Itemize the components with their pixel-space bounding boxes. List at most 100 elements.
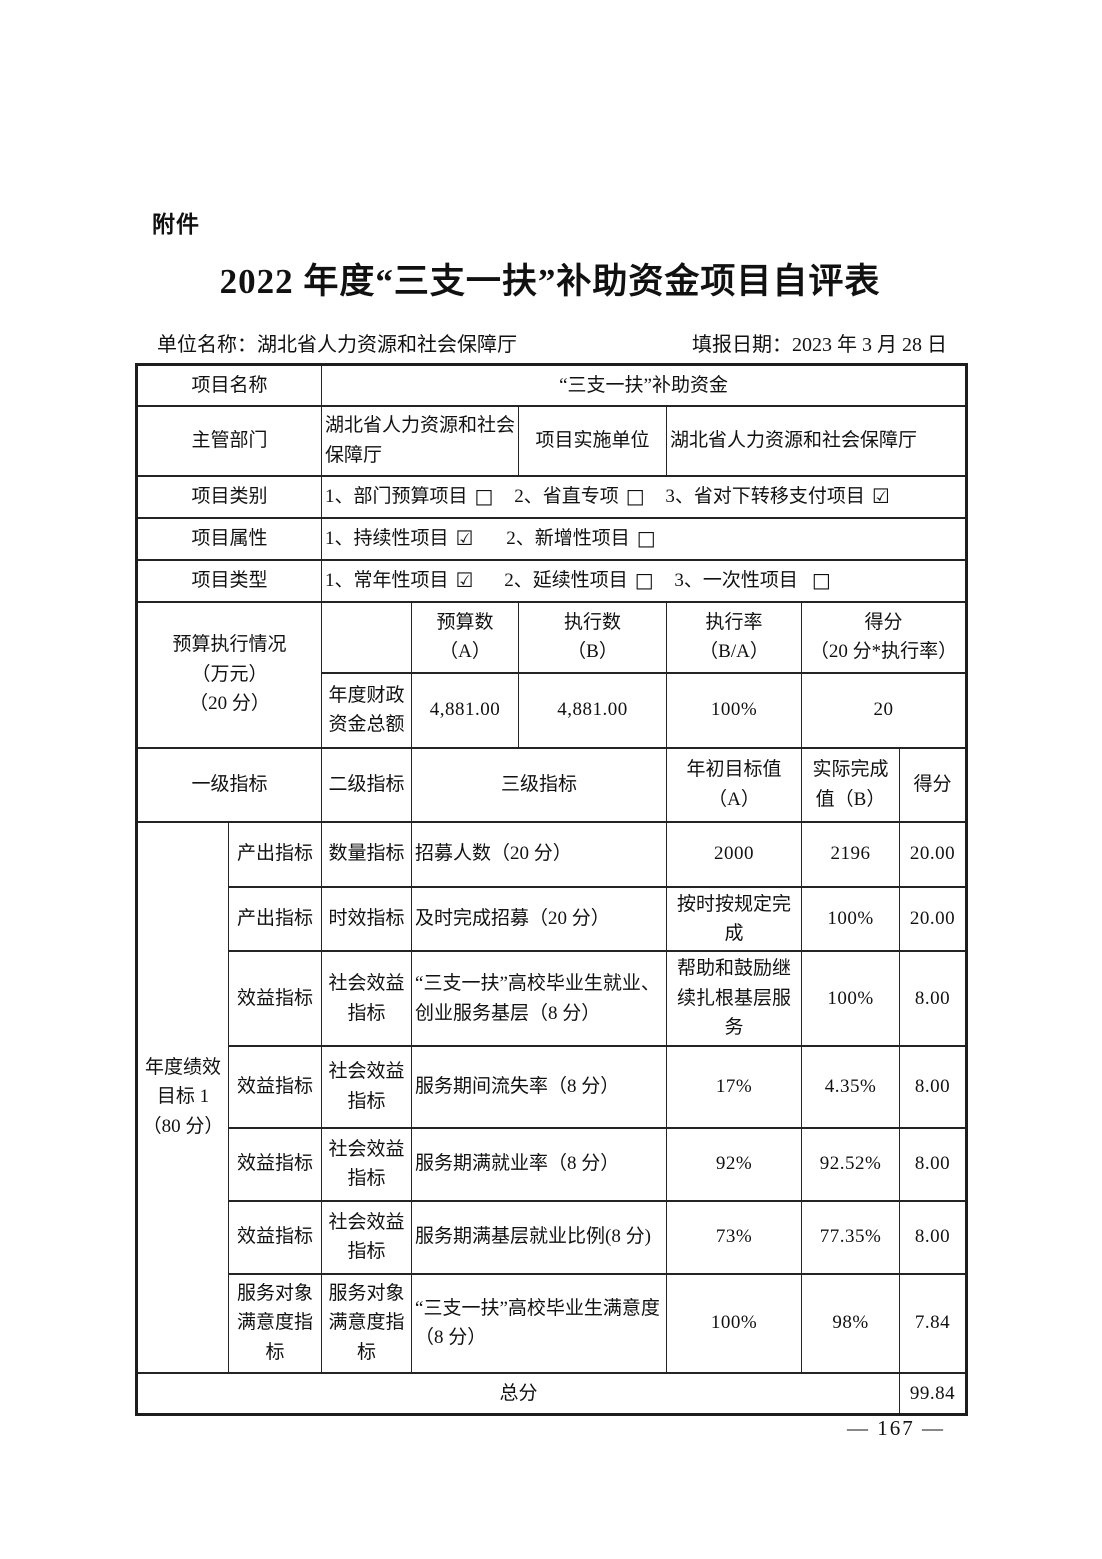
table-row: 预算执行情况 （万元） （20 分） 预算数 （A） 执行数 （B） 执行率 （… [135,600,968,749]
actual-cell: 77.35% [801,1199,901,1275]
self-evaluation-table: 项目名称 “三支一扶”补助资金 主管部门 湖北省人力资源和社会保障厅 项目实施单… [135,363,969,1417]
actual-cell: 2196 [801,820,901,888]
project-name-label: 项目名称 [135,363,323,407]
level2-header: 二级指标 [321,746,413,823]
option-text: 2、延续性项目 [504,570,628,591]
option-text: 3、省对下转移支付项目 [665,486,865,507]
level2-cell: 社会效益 指标 [321,950,413,1047]
table-row: 项目名称 “三支一扶”补助资金 [135,363,968,407]
score-cell: 20.00 [899,820,968,888]
checkbox-checked-icon: ☑ [455,526,474,550]
option-text: 2、新增性项目 [506,528,630,549]
level2-cell: 服务对象 满意度指 标 [321,1272,413,1374]
attachment-label: 附件 [152,211,200,237]
total-label: 总分 [135,1371,901,1416]
table-row: 效益指标 社会效益 指标 “三支一扶”高校毕业生就业、创业服务基层（8 分） 帮… [137,950,968,1047]
type-option: 2、延续性项目 □ [504,568,654,592]
annual-goal-group-label: 年度绩效 目标 1 （80 分） [136,820,229,1374]
level2-cell: 时效指标 [321,885,413,953]
level3-cell: 服务期满基层就业比例(8 分) [411,1199,668,1275]
level3-cell: “三支一扶”高校毕业生满意度（8 分） [411,1272,668,1374]
budget-blank-cell [321,600,413,674]
level3-header: 三级指标 [411,746,668,823]
table-row: 服务对象 满意度指 标 服务对象 满意度指 标 “三支一扶”高校毕业生满意度（8… [137,1272,968,1374]
attribute-options: 1、持续性项目 ☑ 2、新增性项目 □ [321,516,968,561]
exec-amount-value: 4,881.00 [518,671,668,749]
table-row: 主管部门 湖北省人力资源和社会保障厅 项目实施单位 湖北省人力资源和社会保障厅 [135,404,968,477]
category-label: 项目类别 [135,474,323,519]
type-option: 1、常年性项目 ☑ [325,568,474,592]
actual-header: 实际完成 值（B） [801,746,901,823]
category-option: 2、省直专项 □ [514,484,645,508]
category-option: 3、省对下转移支付项目 ☑ [665,484,890,508]
dept-value: 湖北省人力资源和社会保障厅 [321,404,520,477]
option-text: 1、持续性项目 [325,528,449,549]
option-text: 2、省直专项 [514,486,619,507]
checkbox-unchecked-icon: □ [636,526,656,550]
actual-cell: 98% [801,1272,901,1374]
table-row: 效益指标 社会效益 指标 服务期间流失率（8 分） 17% 4.35% 8.00 [137,1044,968,1129]
score-cell: 8.00 [899,1126,968,1202]
table-row: 效益指标 社会效益 指标 服务期满就业率（8 分） 92% 92.52% 8.0… [137,1126,968,1202]
table-row: 效益指标 社会效益 指标 服务期满基层就业比例(8 分) 73% 77.35% … [137,1199,968,1275]
actual-cell: 100% [801,885,901,953]
level3-cell: 及时完成招募（20 分） [411,885,668,953]
score-cell: 20.00 [899,885,968,953]
level3-cell: 服务期满就业率（8 分） [411,1126,668,1202]
checkbox-checked-icon: ☑ [455,568,474,592]
attribute-option: 2、新增性项目 □ [506,526,656,550]
score-col-header: 得分 （20 分*执行率） [801,600,968,674]
table-row: 项目类型 1、常年性项目 ☑ 2、延续性项目 □ 3、一次性项目 □ [135,558,968,603]
budget-col-header: 预算数 （A） [411,600,520,674]
exec-col-header: 执行数 （B） [518,600,668,674]
level1-cell: 效益指标 [227,1044,323,1129]
page-number: — 167 — [847,1416,945,1440]
table-row: 一级指标 二级指标 三级指标 年初目标值（A） 实际完成 值（B） 得分 [135,746,968,823]
target-cell: 92% [666,1126,803,1202]
table-row: 产出指标 时效指标 及时完成招募（20 分） 按时按规定完成 100% 20.0… [137,885,968,953]
type-option: 3、一次性项目 □ [674,568,831,592]
level1-cell: 服务对象 满意度指 标 [227,1272,323,1374]
attribute-label: 项目属性 [135,516,323,561]
option-text: 1、常年性项目 [325,570,449,591]
budget-section-label: 预算执行情况 （万元） （20 分） [135,600,323,749]
type-label: 项目类型 [135,558,323,603]
score-cell: 8.00 [899,1199,968,1275]
target-cell: 帮助和鼓励继续扎根基层服务 [666,950,803,1047]
level2-cell: 社会效益 指标 [321,1126,413,1202]
level3-cell: 服务期间流失率（8 分） [411,1044,668,1129]
impl-unit-value: 湖北省人力资源和社会保障厅 [666,404,968,477]
attribute-option: 1、持续性项目 ☑ [325,526,474,550]
target-cell: 2000 [666,820,803,888]
level3-cell: 招募人数（20 分） [411,820,668,888]
table-row: 项目属性 1、持续性项目 ☑ 2、新增性项目 □ [135,516,968,561]
level2-cell: 社会效益 指标 [321,1199,413,1275]
level1-cell: 产出指标 [227,820,323,888]
budget-amount-value: 4,881.00 [411,671,520,749]
level2-cell: 社会效益 指标 [321,1044,413,1129]
target-cell: 100% [666,1272,803,1374]
option-text: 1、部门预算项目 [325,486,468,507]
exec-rate-value: 100% [666,671,803,749]
score-cell: 7.84 [899,1272,968,1374]
level1-cell: 效益指标 [227,950,323,1047]
report-date-text: 填报日期：2023 年 3 月 28 日 [692,334,947,356]
checkbox-unchecked-icon: □ [811,568,831,592]
target-cell: 按时按规定完成 [666,885,803,953]
target-cell: 17% [666,1044,803,1129]
level1-cell: 效益指标 [227,1126,323,1202]
rate-col-header: 执行率 （B/A） [666,600,803,674]
checkbox-unchecked-icon: □ [625,484,645,508]
page-title: 2022 年度“三支一扶”补助资金项目自评表 [219,262,881,301]
info-line: 单位名称：湖北省人力资源和社会保障厅 填报日期：2023 年 3 月 28 日 [157,328,947,357]
checkbox-unchecked-icon: □ [474,484,494,508]
project-name-value: “三支一扶”补助资金 [321,363,968,407]
type-options: 1、常年性项目 ☑ 2、延续性项目 □ 3、一次性项目 □ [321,558,968,603]
level1-cell: 产出指标 [227,885,323,953]
score-cell: 8.00 [899,950,968,1047]
checkbox-checked-icon: ☑ [871,484,890,508]
actual-cell: 4.35% [801,1044,901,1129]
table-row: 项目类别 1、部门预算项目 □ 2、省直专项 □ 3、省对下转移支付项目 ☑ [135,474,968,519]
checkbox-unchecked-icon: □ [634,568,654,592]
score-cell: 8.00 [899,1044,968,1129]
